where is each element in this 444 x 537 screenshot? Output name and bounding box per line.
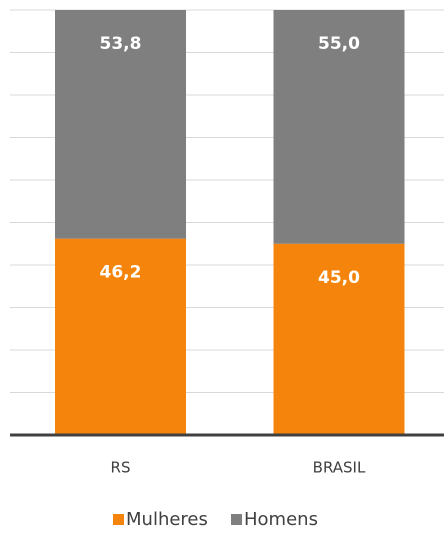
legend-swatch	[231, 514, 242, 525]
bar-segment	[273, 243, 405, 435]
data-label: 53,8	[100, 34, 142, 54]
bar-segment	[273, 10, 405, 244]
data-label: 45,0	[318, 268, 360, 288]
legend-label: Homens	[244, 509, 318, 530]
data-label: 46,2	[100, 263, 142, 283]
x-tick-label: BRASIL	[313, 459, 366, 477]
bar-segment	[55, 238, 186, 435]
bar-segment	[55, 10, 186, 239]
x-tick-label: RS	[111, 459, 131, 477]
legend-label: Mulheres	[126, 509, 208, 530]
legend-swatch	[113, 514, 124, 525]
data-label: 55,0	[318, 34, 360, 54]
